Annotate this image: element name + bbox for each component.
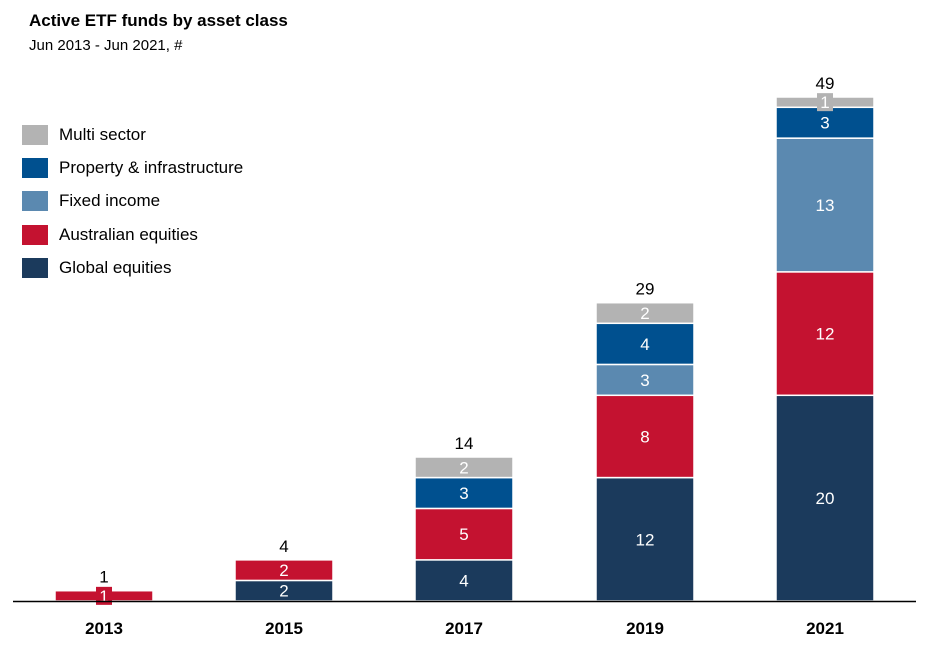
- legend-item-multi-sector: Multi sector: [22, 118, 243, 151]
- segment-value-label: 2: [279, 582, 288, 601]
- x-tick-label: 2019: [626, 619, 664, 638]
- x-tick-label: 2013: [85, 619, 123, 638]
- bar-segment-property-and-infrastructure-2017: [414, 476, 514, 510]
- legend-item-fixed-income: Fixed income: [22, 185, 243, 218]
- legend-label: Multi sector: [59, 124, 146, 144]
- bar-segment-australian-equities-2021: [775, 271, 875, 397]
- legend-swatch: [22, 224, 48, 245]
- bar-total-label: 14: [455, 434, 474, 453]
- segment-value-label: 20: [816, 489, 835, 508]
- bar-segment-australian-equities-2017: [414, 507, 514, 561]
- segment-value-label: 4: [459, 571, 468, 590]
- legend-label: Global equities: [59, 257, 172, 277]
- chart-title: Active ETF funds by asset class: [29, 11, 288, 30]
- legend-label: Property & infrastructure: [59, 157, 244, 177]
- legend-item-property-and-infrastructure: Property & infrastructure: [22, 151, 243, 184]
- segment-value-label: 13: [816, 196, 835, 215]
- legend-swatch: [22, 257, 48, 278]
- segment-value-label: 5: [459, 525, 468, 544]
- x-tick-label: 2015: [265, 619, 303, 638]
- segment-value-label: 3: [820, 114, 829, 133]
- bar-segment-global-equities-2019: [595, 476, 695, 602]
- bar-segment-australian-equities-2019: [595, 394, 695, 479]
- legend-swatch: [22, 157, 48, 178]
- bar-segment-property-and-infrastructure-2019: [595, 322, 695, 366]
- bar-total-label: 4: [279, 537, 288, 556]
- segment-value-label: 12: [636, 530, 655, 549]
- bar-total-label: 49: [816, 74, 835, 93]
- legend-swatch: [22, 124, 48, 145]
- segment-value-label: 1: [99, 587, 108, 606]
- bar-segment-fixed-income-2021: [775, 137, 875, 273]
- segment-value-label: 3: [640, 371, 649, 390]
- legend: Multi sector Property & infrastructure Fix…: [22, 118, 243, 284]
- bar-segment-global-equities-2021: [775, 394, 875, 602]
- legend-swatch: [22, 191, 48, 212]
- bar-total-label: 29: [636, 280, 655, 299]
- legend-label: Australian equities: [59, 224, 198, 244]
- bar-total-label: 1: [99, 568, 108, 587]
- x-tick-label: 2021: [806, 619, 844, 638]
- segment-value-label: 2: [279, 561, 288, 580]
- bar-segment-australian-equities-2015: [234, 559, 334, 582]
- segment-label-badge: [96, 586, 112, 605]
- segment-value-label: 2: [459, 458, 468, 477]
- segment-value-label: 8: [640, 427, 649, 446]
- segment-value-label: 4: [640, 335, 649, 354]
- segment-value-label: 12: [816, 325, 835, 344]
- bar-segment-multi-sector-2017: [414, 456, 514, 479]
- bar-segment-fixed-income-2019: [595, 363, 695, 397]
- legend-item-global-equities: Global equities: [22, 251, 243, 284]
- legend-item-australian-equities: Australian equities: [22, 218, 243, 251]
- segment-value-label: 3: [459, 484, 468, 503]
- segment-value-label: 1: [820, 93, 829, 112]
- segment-value-label: 2: [640, 304, 649, 323]
- bar-segment-property-and-infrastructure-2021: [775, 106, 875, 139]
- segment-label-badge: [817, 93, 833, 112]
- legend-label: Fixed income: [59, 191, 161, 211]
- chart-subtitle: Jun 2013 - Jun 2021, #: [29, 37, 183, 54]
- x-tick-label: 2017: [445, 619, 483, 638]
- bar-segment-multi-sector-2019: [595, 301, 695, 325]
